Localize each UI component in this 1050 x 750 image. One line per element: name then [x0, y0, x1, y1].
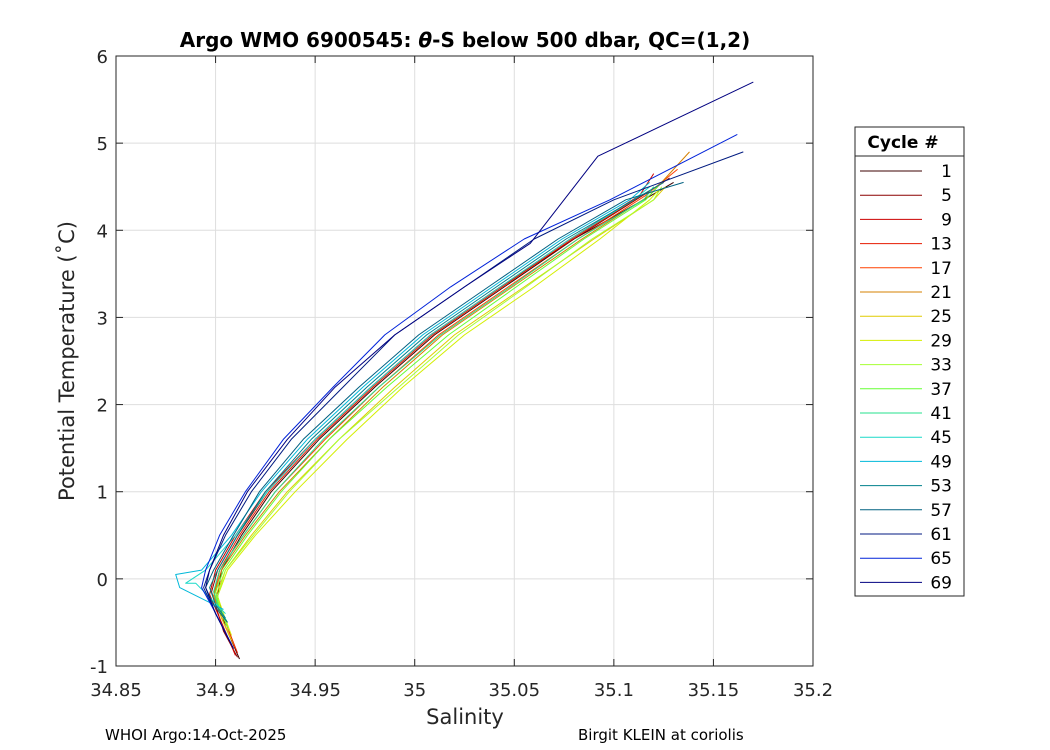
footer-right: Birgit KLEIN at coriolis — [578, 726, 744, 744]
series-line-cycle-49 — [175, 182, 651, 610]
legend-label: 45 — [930, 428, 952, 448]
y-tick-label: 1 — [97, 483, 108, 504]
legend-label: 53 — [930, 477, 952, 497]
legend-label: 1 — [941, 162, 952, 182]
legend-label: 33 — [930, 356, 952, 376]
legend-label: 25 — [930, 307, 952, 327]
footer-left: WHOI Argo:14-Oct-2025 — [105, 726, 286, 744]
y-tick-label: 2 — [97, 396, 108, 417]
legend-label: 49 — [930, 452, 952, 472]
legend-label: 57 — [930, 501, 952, 521]
legend-label: 69 — [930, 573, 952, 593]
legend-label: 5 — [941, 186, 952, 206]
x-tick-label: 35.1 — [594, 680, 634, 701]
series-line-cycle-53 — [209, 181, 664, 619]
x-tick-labels: 34.85 34.9 34.95 35 35.05 35.1 35.15 35.2 — [90, 680, 833, 701]
x-tick-label: 35 — [403, 680, 426, 701]
legend-label: 9 — [941, 210, 952, 230]
y-tick-label: 5 — [97, 134, 108, 155]
legend-label: 65 — [930, 549, 952, 569]
x-tick-label: 35.05 — [489, 680, 541, 701]
legend-label: 61 — [930, 525, 952, 545]
legend-box — [854, 126, 965, 597]
series-line-cycle-37 — [215, 186, 659, 628]
y-tick-label: -1 — [90, 657, 108, 678]
legend-entries: 1 5 9 13 17 21 25 29 33 37 41 45 49 53 57 61 65 69 — [860, 162, 952, 593]
legend-title: Cycle # — [867, 133, 938, 153]
chart-title: Argo WMO 6900545: θ-S below 500 dbar, QC… — [180, 28, 750, 52]
x-tick-label: 34.85 — [90, 680, 142, 701]
series-line-cycle-45 — [185, 186, 651, 615]
tick-marks — [115, 55, 814, 667]
series-line-cycle-69 — [205, 81, 754, 649]
plot-frame — [115, 55, 814, 667]
legend-label: 13 — [930, 235, 952, 255]
legend-label: 41 — [930, 404, 952, 424]
series-line-cycle-41 — [213, 186, 655, 623]
x-tick-label: 34.9 — [196, 680, 236, 701]
x-tick-label: 35.2 — [793, 680, 833, 701]
y-tick-label: 6 — [97, 47, 108, 68]
y-tick-label: 0 — [97, 570, 108, 591]
legend-label: 17 — [930, 259, 952, 279]
y-tick-labels: -1 0 1 2 3 4 5 6 — [90, 47, 108, 678]
legend-label: 29 — [930, 331, 952, 351]
y-tick-label: 3 — [97, 308, 108, 329]
series-line-cycle-33 — [217, 186, 663, 632]
legend-label: 37 — [930, 380, 952, 400]
y-axis-label: Potential Temperature (˚C) — [55, 221, 79, 501]
legend: Cycle # 1 5 9 13 17 21 25 29 33 37 41 45 49 53 57 61 65 6… — [854, 126, 965, 597]
x-tick-label: 34.95 — [289, 680, 341, 701]
x-axis-label: Salinity — [426, 705, 504, 729]
x-tick-label: 35.15 — [688, 680, 740, 701]
y-tick-label: 4 — [97, 221, 108, 242]
series-lines — [175, 81, 754, 660]
legend-label: 21 — [930, 283, 952, 303]
series-line-cycle-65 — [201, 133, 738, 645]
